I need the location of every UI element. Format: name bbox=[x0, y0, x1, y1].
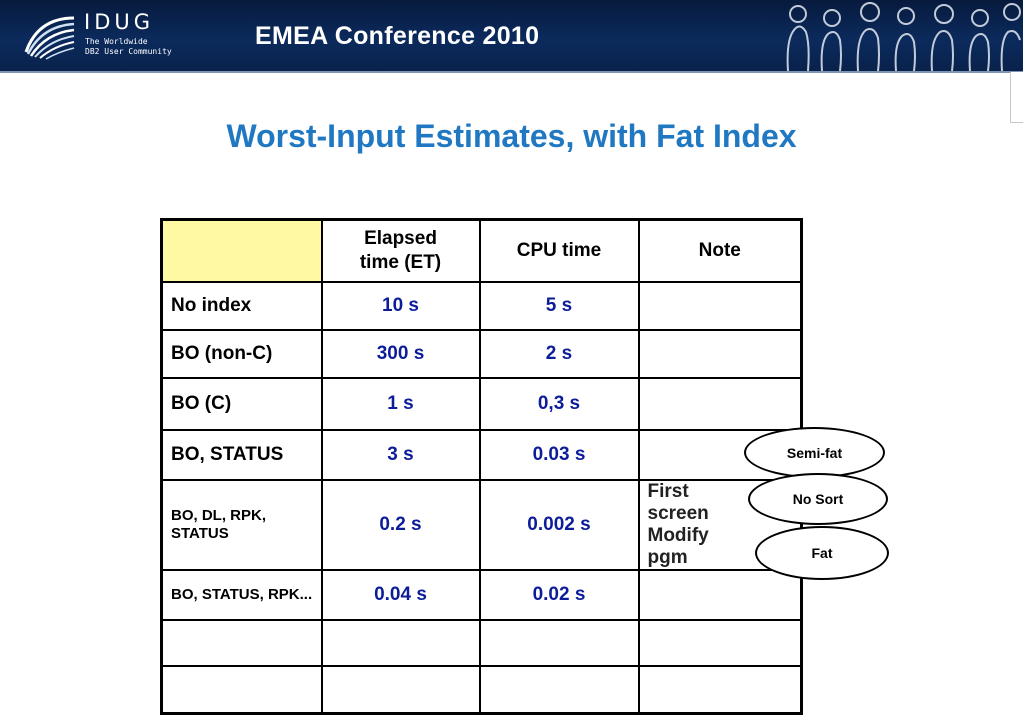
elapsed-value: 1 s bbox=[320, 376, 481, 431]
row-label bbox=[160, 664, 323, 715]
row-label: No index bbox=[160, 280, 323, 331]
row-label: BO (non-C) bbox=[160, 328, 323, 379]
table-row: BO (non-C) 300 s 2 s bbox=[160, 328, 803, 379]
note-cell bbox=[637, 618, 803, 667]
crowd-silhouette-icon bbox=[786, 2, 1021, 71]
slide-title: Worst-Input Estimates, with Fat Index bbox=[226, 118, 797, 154]
row-label: BO, DL, RPK, STATUS bbox=[160, 478, 323, 571]
cpu-value: 2 s bbox=[478, 328, 640, 379]
note-text: First screen Modify pgm bbox=[647, 480, 709, 568]
callout-semi-fat: Semi-fat bbox=[744, 427, 885, 478]
header-elapsed-time: Elapsed time (ET) bbox=[320, 218, 481, 283]
conference-title: EMEA Conference 2010 bbox=[255, 22, 540, 50]
cpu-value: 0.002 s bbox=[478, 478, 640, 571]
row-label: BO, STATUS bbox=[160, 428, 323, 481]
table-row: BO (C) 1 s 0,3 s bbox=[160, 376, 803, 431]
cpu-value: 0.02 s bbox=[478, 568, 640, 621]
header-cpu-time: CPU time bbox=[478, 218, 640, 283]
header-banner: IDUG The Worldwide DB2 User Community EM… bbox=[0, 0, 1023, 73]
header-elapsed-time-text: Elapsed time (ET) bbox=[359, 227, 442, 273]
table-row bbox=[160, 618, 803, 667]
note-cell bbox=[637, 280, 803, 331]
table-header-row: Elapsed time (ET) CPU time Note bbox=[160, 218, 803, 283]
idug-globe-icon bbox=[24, 16, 75, 60]
table-row: No index 10 s 5 s bbox=[160, 280, 803, 331]
table-row: BO, STATUS 3 s 0.03 s bbox=[160, 428, 803, 481]
edge-panel bbox=[1010, 72, 1023, 123]
note-cell bbox=[637, 664, 803, 715]
note-cell bbox=[637, 328, 803, 379]
elapsed-value: 0.2 s bbox=[320, 478, 481, 571]
idug-logo: IDUG The Worldwide DB2 User Community bbox=[24, 10, 174, 64]
row-label bbox=[160, 618, 323, 667]
elapsed-value: 0.04 s bbox=[320, 568, 481, 621]
row-label: BO, STATUS, RPK... bbox=[160, 568, 323, 621]
header-corner-cell bbox=[160, 218, 323, 283]
elapsed-value: 3 s bbox=[320, 428, 481, 481]
table-row: BO, DL, RPK, STATUS 0.2 s 0.002 s First … bbox=[160, 478, 803, 571]
note-cell bbox=[637, 568, 803, 621]
cpu-value bbox=[478, 618, 640, 667]
table-row: BO, STATUS, RPK... 0.04 s 0.02 s bbox=[160, 568, 803, 621]
cpu-value bbox=[478, 664, 640, 715]
callout-fat: Fat bbox=[755, 526, 889, 580]
elapsed-value: 300 s bbox=[320, 328, 481, 379]
cpu-value: 0,3 s bbox=[478, 376, 640, 431]
logo-tagline-line-1: The Worldwide bbox=[85, 37, 148, 46]
elapsed-value bbox=[320, 664, 481, 715]
estimates-table: Elapsed time (ET) CPU time Note No index… bbox=[160, 218, 803, 715]
elapsed-value: 10 s bbox=[320, 280, 481, 331]
logo-name: IDUG bbox=[84, 10, 155, 34]
note-cell bbox=[637, 376, 803, 431]
cpu-value: 0.03 s bbox=[478, 428, 640, 481]
callout-no-sort: No Sort bbox=[748, 473, 888, 525]
header-note: Note bbox=[637, 218, 803, 283]
logo-tagline-line-2: DB2 User Community bbox=[85, 47, 172, 56]
row-label: BO (C) bbox=[160, 376, 323, 431]
cpu-value: 5 s bbox=[478, 280, 640, 331]
elapsed-value bbox=[320, 618, 481, 667]
table-row bbox=[160, 664, 803, 715]
